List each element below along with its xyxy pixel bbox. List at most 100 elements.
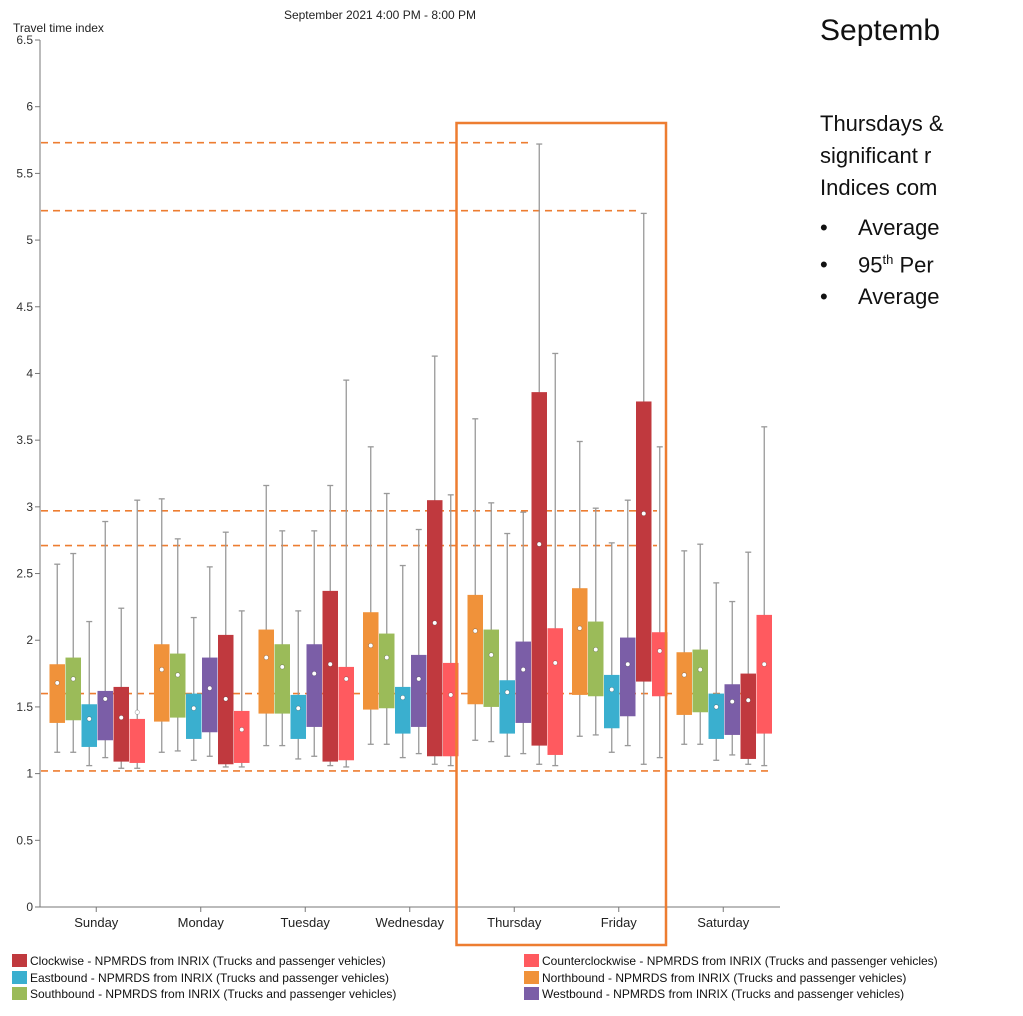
box	[740, 673, 756, 759]
box-group	[154, 498, 170, 753]
mean-marker	[400, 695, 406, 701]
mean-marker	[368, 643, 374, 649]
box-plots	[49, 143, 772, 769]
mean-marker	[448, 692, 454, 698]
bullet-superscript: th	[882, 252, 894, 267]
box	[97, 690, 113, 741]
bullet-list: • Average • 95th Per • Average	[820, 212, 940, 313]
mean-marker	[657, 648, 663, 654]
y-tick-label: 2	[26, 633, 33, 647]
box-group	[338, 379, 354, 768]
mean-marker	[327, 661, 333, 667]
mean-marker	[641, 511, 647, 517]
mean-marker	[745, 697, 751, 703]
box	[499, 680, 515, 734]
box	[620, 637, 636, 717]
bullet-text: Average	[858, 284, 940, 310]
box	[129, 718, 145, 763]
mean-marker	[488, 652, 494, 658]
box	[467, 594, 483, 705]
box-group	[620, 499, 636, 747]
bullet-item: • 95th Per	[820, 244, 940, 281]
y-tick-label: 4.5	[16, 300, 33, 314]
box	[202, 657, 218, 733]
box	[588, 621, 604, 697]
box-group	[395, 564, 411, 759]
y-tick-label: 2.5	[16, 567, 33, 581]
box	[274, 644, 290, 714]
mean-marker	[54, 680, 60, 686]
box-group	[411, 528, 427, 755]
highlight-frame-rect	[455, 121, 668, 947]
box-group	[274, 530, 290, 747]
mean-marker	[681, 672, 687, 678]
y-tick-label: 0.5	[16, 833, 33, 847]
y-tick-label: 3.5	[16, 433, 33, 447]
box	[572, 588, 588, 695]
intro-line: Thursdays &	[820, 111, 944, 136]
mean-marker	[159, 667, 165, 673]
box	[427, 500, 443, 757]
y-tick-label: 6	[26, 100, 33, 114]
x-tick-label: Wednesday	[376, 915, 445, 930]
y-tick-label: 1	[26, 767, 33, 781]
box	[604, 674, 620, 729]
box-group	[186, 616, 202, 761]
box-group	[65, 552, 81, 753]
bullet-dot: •	[820, 215, 828, 240]
box	[708, 693, 724, 739]
mean-marker	[239, 727, 245, 733]
mean-marker	[343, 676, 349, 682]
box-group	[604, 542, 620, 753]
box-group	[113, 607, 129, 769]
box-group	[49, 563, 65, 753]
x-tick-label: Saturday	[697, 915, 750, 930]
box-group	[499, 532, 515, 757]
mean-marker	[472, 628, 478, 634]
box-group	[322, 484, 338, 767]
box-group	[81, 620, 97, 767]
intro-line: significant r	[820, 143, 932, 168]
box-group	[379, 492, 395, 745]
y-tick-label: 4	[26, 366, 33, 380]
box	[724, 684, 740, 735]
mean-marker	[416, 676, 422, 682]
legend-label: Northbound - NPMRDS from INRIX (Trucks a…	[542, 971, 906, 985]
box-group	[636, 212, 652, 765]
box	[636, 401, 652, 682]
mean-marker	[295, 705, 301, 711]
box-group	[724, 600, 740, 756]
axes: 0 0.5 1 1.5 2 2.5 3 3.5 4 4.5 5 5.5 6 6.5 Sunday Monday…	[16, 33, 780, 930]
mean-marker	[70, 676, 76, 682]
box-group	[572, 440, 588, 737]
box	[81, 704, 97, 747]
bullet-text-tail: Per	[893, 252, 934, 278]
box-group	[234, 610, 250, 768]
y-tick-label: 5.5	[16, 166, 33, 180]
box-group	[676, 550, 692, 745]
mean-marker	[207, 685, 213, 691]
mean-marker	[713, 704, 719, 710]
mean-marker	[102, 696, 108, 702]
box-group	[740, 551, 756, 765]
legend-swatch	[524, 954, 539, 967]
box-group	[97, 520, 113, 759]
y-axis-label: Travel time index	[13, 21, 104, 35]
mean-marker	[577, 625, 583, 631]
box	[290, 694, 306, 739]
mean-marker	[311, 671, 317, 677]
box	[515, 641, 531, 723]
box	[652, 632, 668, 697]
mean-marker	[504, 689, 510, 695]
x-tick-label: Friday	[601, 915, 638, 930]
box-group	[483, 502, 499, 743]
y-tick-label: 0	[26, 900, 33, 914]
box	[65, 657, 81, 721]
legend-label: Counterclockwise - NPMRDS from INRIX (Tr…	[542, 954, 938, 968]
box	[363, 612, 379, 710]
box-group	[467, 418, 483, 741]
bullet-dot: •	[820, 252, 828, 278]
y-tick-label: 6.5	[16, 33, 33, 47]
box-group	[258, 484, 274, 747]
